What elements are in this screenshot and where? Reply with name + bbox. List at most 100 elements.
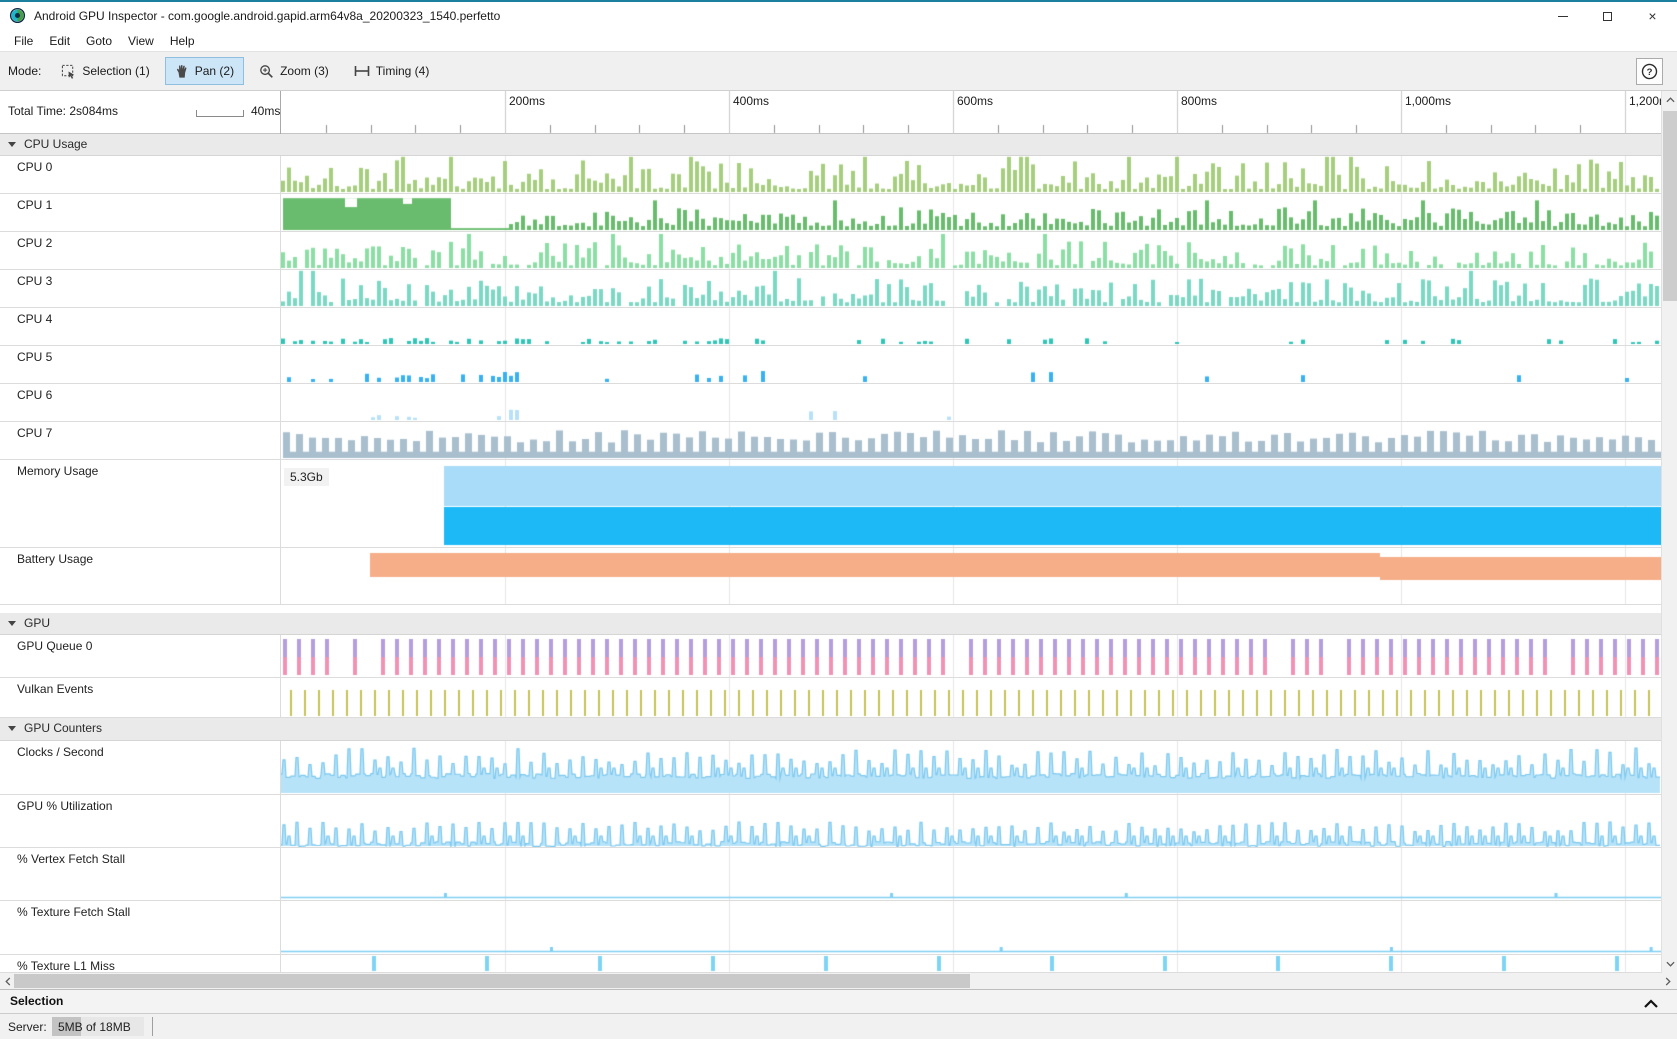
track-row-battery-usage: Battery Usage — [0, 548, 1661, 605]
selection-panel-title: Selection — [10, 994, 64, 1008]
track-label-cpu-3: CPU 3 — [0, 270, 281, 307]
track-row-cpu-6: CPU 6 — [0, 384, 1661, 422]
track-label-battery-usage: Battery Usage — [0, 548, 281, 604]
menu-view[interactable]: View — [128, 34, 154, 48]
app-logo-icon — [9, 7, 26, 24]
help-icon: ? — [1641, 63, 1658, 80]
track-row-cpu-3: CPU 3 — [0, 270, 1661, 308]
track-canvas-vertex-fetch-stall[interactable] — [281, 848, 1661, 900]
minimize-button[interactable] — [1540, 2, 1585, 30]
mode-button-label: Zoom (3) — [280, 64, 329, 78]
track-canvas-cpu-4[interactable] — [281, 308, 1661, 345]
mode-zoom-button[interactable]: Zoom (3) — [249, 57, 339, 85]
server-memory-text: 5MB of 18MB — [58, 1019, 131, 1034]
scroll-left-icon[interactable] — [0, 973, 16, 989]
track-label-cpu-6: CPU 6 — [0, 384, 281, 421]
track-row-cpu-7: CPU 7 — [0, 422, 1661, 460]
track-canvas-cpu-0[interactable] — [281, 156, 1661, 193]
ruler-summary: Total Time: 2s084ms 40ms — [0, 91, 281, 134]
selection-cursor-icon — [61, 64, 76, 79]
track-row-cpu-2: CPU 2 — [0, 232, 1661, 270]
scroll-up-icon[interactable] — [1662, 92, 1677, 108]
section-header-gpu[interactable]: GPU — [0, 613, 1661, 635]
vertical-scrollbar-thumb[interactable] — [1663, 111, 1677, 301]
track-label-cpu-2: CPU 2 — [0, 232, 281, 269]
ruler-timeline[interactable]: 200ms 400ms 600ms 800ms 1,000ms 1,200ms — [281, 91, 1661, 134]
track-canvas-cpu-5[interactable] — [281, 346, 1661, 383]
track-canvas-texture-fetch-stall[interactable] — [281, 901, 1661, 954]
mode-selection-button[interactable]: Selection (1) — [51, 57, 159, 85]
expand-panel-icon[interactable] — [1643, 996, 1659, 1014]
menu-bar: File Edit Goto View Help — [0, 31, 1677, 52]
server-memory-progress — [52, 1017, 82, 1036]
track-canvas-clocks-second[interactable] — [281, 741, 1661, 794]
track-row-texture-fetch-stall: % Texture Fetch Stall — [0, 901, 1661, 955]
ruler-tick-label: 600ms — [957, 94, 994, 108]
track-label-cpu-1: CPU 1 — [0, 194, 281, 231]
track-label-texture-l1-miss: % Texture L1 Miss — [0, 955, 281, 973]
section-label: GPU — [24, 616, 51, 630]
menu-goto[interactable]: Goto — [86, 34, 113, 48]
track-canvas-texture-l1-miss[interactable] — [281, 955, 1661, 972]
maximize-button[interactable] — [1585, 2, 1630, 30]
track-canvas-cpu-2[interactable] — [281, 232, 1661, 269]
svg-text:?: ? — [1647, 67, 1653, 78]
toolbar-buttons: Selection (1) Pan (2) Zoom (3) Timing (4) — [51, 57, 444, 85]
track-row-gpu-queue-0: GPU Queue 0 — [0, 635, 1661, 678]
window-title: Android GPU Inspector - com.google.andro… — [34, 8, 501, 23]
server-memory-indicator: 5MB of 18MB — [52, 1017, 144, 1036]
selection-panel-header[interactable]: Selection — [0, 989, 1677, 1014]
track-canvas-vulkan-events[interactable] — [281, 678, 1661, 717]
section-spacer — [0, 605, 1661, 613]
track-row-clocks-second: Clocks / Second — [0, 741, 1661, 795]
menu-help[interactable]: Help — [169, 34, 195, 48]
scale-label: 40ms — [251, 104, 281, 118]
help-button[interactable]: ? — [1636, 58, 1663, 85]
close-icon: × — [1648, 8, 1657, 24]
section-header-gpu-counters[interactable]: GPU Counters — [0, 718, 1661, 741]
track-canvas-cpu-1[interactable] — [281, 194, 1661, 231]
mode-timing-button[interactable]: Timing (4) — [344, 57, 440, 85]
track-label-cpu-7: CPU 7 — [0, 422, 281, 459]
track-canvas-cpu-3[interactable] — [281, 270, 1661, 307]
track-label-vertex-fetch-stall: % Vertex Fetch Stall — [0, 848, 281, 900]
track-row-memory-usage: Memory Usage 5.3Gb — [0, 460, 1661, 548]
memory-value-badge: 5.3Gb — [284, 468, 329, 486]
track-label-cpu-0: CPU 0 — [0, 156, 281, 193]
track-row-cpu-1: CPU 1 — [0, 194, 1661, 232]
ruler-tick-label: 400ms — [733, 94, 770, 108]
title-bar: Android GPU Inspector - com.google.andro… — [0, 0, 1677, 31]
total-time-label: Total Time: 2s084ms — [8, 104, 119, 118]
track-canvas-gpu-queue-0[interactable] — [281, 635, 1661, 677]
track-label-cpu-4: CPU 4 — [0, 308, 281, 345]
scroll-right-icon[interactable] — [1660, 973, 1676, 989]
collapse-arrow-icon[interactable] — [8, 621, 16, 626]
horizontal-scrollbar[interactable] — [0, 973, 1677, 989]
magnifier-icon — [259, 64, 274, 79]
track-canvas-gpu-utilization[interactable] — [281, 795, 1661, 847]
mode-label: Mode: — [8, 64, 42, 78]
horizontal-scrollbar-thumb[interactable] — [14, 974, 970, 988]
vertical-scrollbar[interactable] — [1661, 91, 1677, 973]
track-canvas-cpu-7[interactable] — [281, 422, 1661, 459]
close-button[interactable]: × — [1630, 2, 1675, 30]
track-canvas-memory-usage[interactable] — [281, 460, 1661, 547]
track-label-cpu-5: CPU 5 — [0, 346, 281, 383]
mode-button-label: Timing (4) — [375, 64, 430, 78]
track-row-cpu-4: CPU 4 — [0, 308, 1661, 346]
scroll-down-icon[interactable] — [1662, 956, 1677, 972]
collapse-arrow-icon[interactable] — [8, 142, 16, 147]
track-canvas-battery-usage[interactable] — [281, 548, 1661, 604]
track-canvas-cpu-6[interactable] — [281, 384, 1661, 421]
mode-pan-button[interactable]: Pan (2) — [164, 57, 245, 85]
track-row-vertex-fetch-stall: % Vertex Fetch Stall — [0, 848, 1661, 901]
menu-file[interactable]: File — [14, 34, 34, 48]
mode-toolbar: Mode: Selection (1) Pan (2) Zoom (3) Timing… — [0, 52, 1677, 91]
section-header-cpu-usage[interactable]: CPU Usage — [0, 134, 1661, 156]
track-row-texture-l1-miss: % Texture L1 Miss — [0, 955, 1661, 973]
mode-button-label: Selection (1) — [82, 64, 150, 78]
menu-edit[interactable]: Edit — [49, 34, 71, 48]
collapse-arrow-icon[interactable] — [8, 726, 16, 731]
status-bar: Server: 5MB of 18MB — [0, 1014, 1677, 1039]
